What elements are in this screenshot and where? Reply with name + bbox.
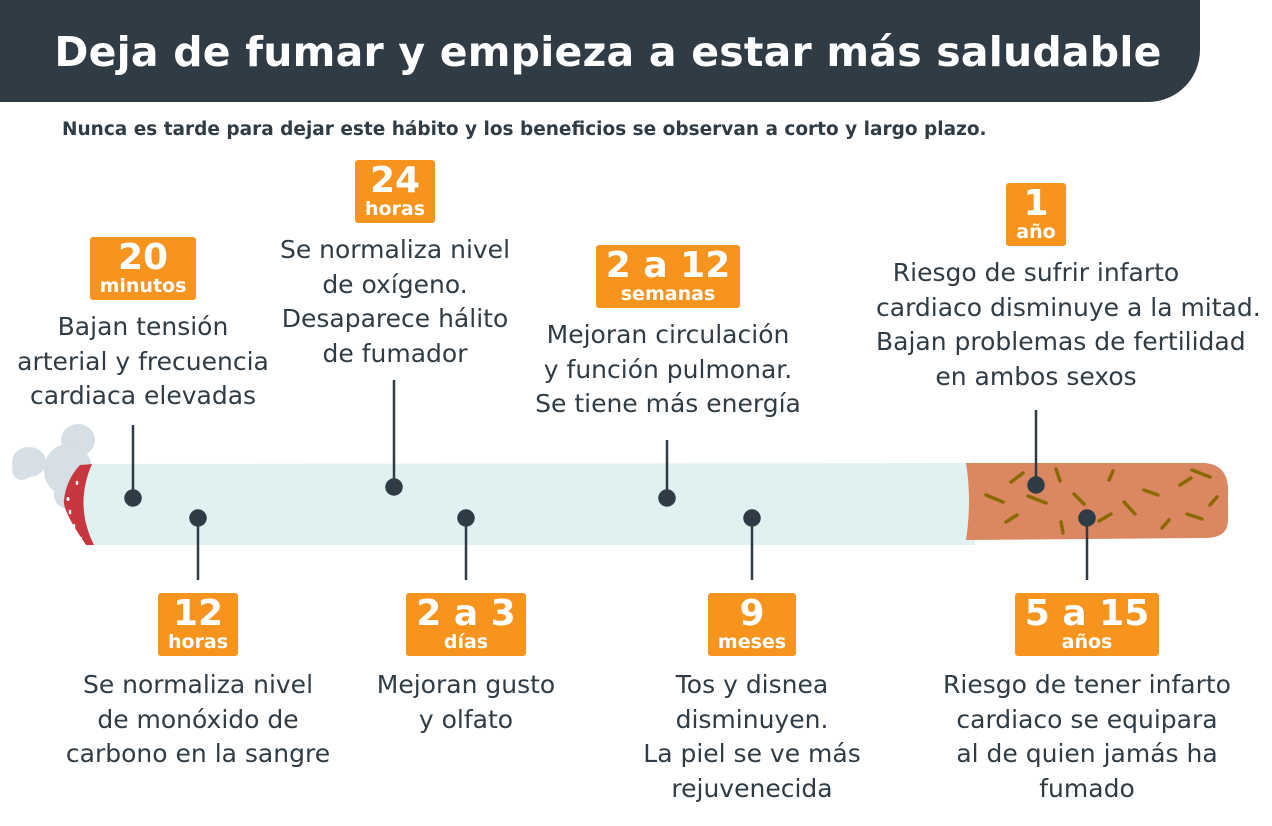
badge-number: 24 — [369, 160, 421, 201]
timeline-dot — [1078, 509, 1096, 527]
smoke-icon — [12, 424, 95, 509]
description-line: cardiaco disminuye a la mitad. — [876, 292, 1261, 322]
milestone: 9 meses Tos y disnea disminuyen. La piel se … — [592, 593, 912, 806]
description-line: de fumador — [322, 338, 468, 368]
badge-unit: horas — [167, 631, 229, 653]
milestone: 12 horas Se normaliza nivel de monóxido de c… — [38, 593, 358, 772]
timeline-dot — [1027, 476, 1045, 494]
timeline-dot — [189, 509, 207, 527]
badge-unit: año — [1016, 221, 1056, 243]
milestone: 1 año Riesgo de sufrir infarto cardiaco dis… — [876, 183, 1261, 394]
subtitle: Nunca es tarde para dejar este hábito y … — [62, 119, 987, 140]
description-line: al de quien jamás ha — [956, 739, 1218, 768]
description-line: Se normaliza nivel — [82, 670, 314, 699]
description-line: Se normaliza nivel — [279, 235, 511, 264]
badge-number: 9 — [739, 593, 765, 634]
badge-unit: semanas — [620, 283, 716, 305]
timeline-dot — [658, 489, 676, 507]
description-line: de monóxido de — [97, 704, 299, 734]
ember-sparks — [66, 481, 83, 540]
description-line: fumado — [1039, 773, 1135, 803]
milestone-description: Se normaliza nivel de oxígeno. Desaparece … — [235, 233, 555, 371]
description-line: cardiaco se equipara — [956, 704, 1218, 734]
milestone-description: Bajan tensión arterial y frecuencia cardia… — [0, 310, 303, 414]
header-bar: Deja de fumar y empieza a estar más salu… — [0, 0, 1200, 102]
milestone: 2 a 3 días Mejoran gusto y olfato — [306, 593, 626, 737]
description-line: La piel se ve más — [643, 739, 861, 768]
timeline-dot — [124, 489, 142, 507]
time-badge: 9 meses — [707, 593, 797, 656]
badge-number: 5 a 15 — [1024, 593, 1150, 634]
milestone-description: Riesgo de tener infarto cardiaco se equip… — [927, 668, 1247, 806]
milestone-description: Riesgo de sufrir infarto cardiaco disminu… — [876, 256, 1261, 394]
milestone-description: Se normaliza nivel de monóxido de carbono … — [38, 668, 358, 772]
badge-unit: horas — [364, 198, 426, 220]
milestone: 24 horas Se normaliza nivel de oxígeno. Desa… — [235, 160, 555, 371]
description-line: y olfato — [418, 704, 514, 734]
description-line: Se tiene más energía — [535, 389, 801, 418]
badge-unit: meses — [717, 631, 787, 653]
badge-number: 2 a 3 — [416, 593, 516, 634]
milestone: 5 a 15 años Riesgo de tener infarto cardiac… — [927, 593, 1247, 806]
cigarette-filter — [966, 463, 1228, 540]
badge-unit: minutos — [99, 275, 187, 297]
description-line: Tos y disnea — [675, 670, 829, 699]
time-badge: 24 horas — [354, 160, 436, 223]
badge-number: 1 — [1023, 183, 1049, 224]
cigarette-ember — [63, 464, 94, 545]
badge-unit: días — [443, 631, 489, 653]
description-line: disminuyen. — [675, 704, 829, 734]
badge-number: 12 — [172, 593, 224, 634]
description-line: Mejoran gusto — [376, 670, 556, 699]
cigarette-body — [79, 463, 975, 545]
filter-specks — [984, 467, 1219, 535]
description-line: rejuvenecida — [671, 773, 833, 803]
milestone-description: Tos y disnea disminuyen. La piel se ve más… — [592, 668, 912, 806]
description-line: Riesgo de tener infarto — [943, 670, 1231, 699]
description-line: Desaparece hálito — [281, 304, 509, 333]
description-line: carbono en la sangre — [65, 739, 331, 768]
description-line: cardiaca elevadas — [29, 381, 257, 410]
description-line: de oxígeno. — [322, 269, 468, 299]
description-line: Bajan problemas de fertilidad — [876, 327, 1246, 356]
description-line: Mejoran circulación — [546, 320, 790, 349]
milestone-description: Mejoran gusto y olfato — [306, 668, 626, 737]
timeline-dot — [385, 478, 403, 496]
badge-number: 20 — [117, 237, 169, 278]
time-badge: 5 a 15 años — [1014, 593, 1160, 656]
page-title: Deja de fumar y empieza a estar más salu… — [54, 28, 1162, 76]
time-badge: 1 año — [1006, 183, 1066, 246]
milestone-description: Mejoran circulación y función pulmonar. Se… — [508, 318, 828, 422]
timeline-dot — [743, 509, 761, 527]
time-badge: 12 horas — [157, 593, 239, 656]
timeline-dot — [457, 509, 475, 527]
description-line: en ambos sexos — [935, 361, 1137, 391]
description-line: arterial y frecuencia — [17, 346, 269, 376]
description-line: y función pulmonar. — [543, 354, 793, 384]
badge-number: 2 a 12 — [605, 245, 731, 286]
time-badge: 20 minutos — [89, 237, 197, 300]
milestone: 2 a 12 semanas Mejoran circulación y funció… — [508, 245, 828, 422]
description-line: Bajan tensión — [57, 312, 229, 341]
description-line: Riesgo de sufrir infarto — [892, 258, 1180, 287]
time-badge: 2 a 12 semanas — [595, 245, 741, 308]
badge-unit: años — [1061, 631, 1113, 653]
milestone: 20 minutos Bajan tensión arterial y frecuen… — [0, 237, 303, 414]
time-badge: 2 a 3 días — [406, 593, 526, 656]
